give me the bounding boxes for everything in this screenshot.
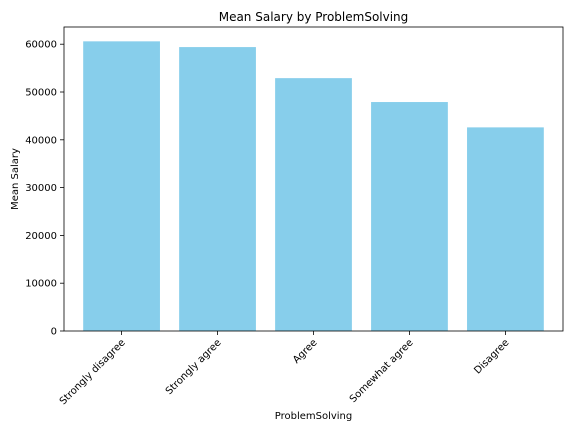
x-tick-label: Disagree [472, 337, 511, 376]
y-tick-label: 30000 [25, 183, 57, 194]
bars-group [83, 41, 544, 332]
chart-title: Mean Salary by ProblemSolving [219, 10, 409, 24]
bar-strongly-disagree [83, 41, 160, 332]
bar-agree [275, 78, 352, 331]
y-tick-label: 0 [51, 327, 57, 338]
bar-somewhat-agree [371, 102, 448, 331]
x-tick-label: Agree [291, 337, 320, 366]
y-tick-label: 50000 [25, 88, 57, 99]
y-tick-label: 10000 [25, 279, 57, 290]
x-axis: Strongly disagree Strongly agree Agree Some… [58, 331, 512, 407]
bar-strongly-agree [179, 47, 256, 331]
y-tick-label: 20000 [25, 231, 57, 242]
bar-disagree [467, 127, 544, 331]
x-tick-label: Somewhat agree [348, 337, 416, 405]
y-axis-label: Mean Salary [10, 148, 21, 210]
y-tick-label: 40000 [25, 135, 57, 146]
x-tick-label: Strongly disagree [58, 337, 128, 407]
y-axis: 0 10000 20000 30000 40000 50000 60000 [25, 40, 64, 338]
x-tick-label: Strongly agree [164, 337, 224, 397]
x-axis-label: ProblemSolving [275, 411, 353, 422]
y-tick-label: 60000 [25, 40, 57, 51]
